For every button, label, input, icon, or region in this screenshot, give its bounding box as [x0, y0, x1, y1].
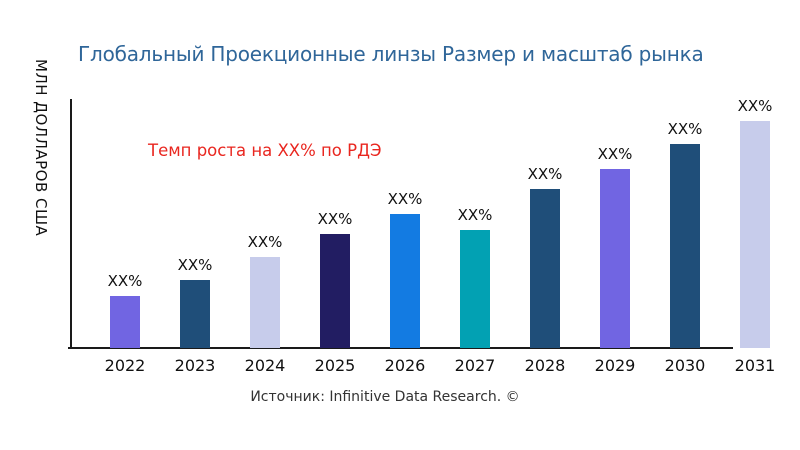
- x-tick-label-2024: 2024: [244, 356, 286, 375]
- x-tick-label-2022: 2022: [104, 356, 146, 375]
- bar-2025: [320, 234, 350, 348]
- x-tick-label-2031: 2031: [734, 356, 776, 375]
- bar-2027: [460, 230, 490, 348]
- x-tick-label-2026: 2026: [384, 356, 426, 375]
- bar-2028: [530, 189, 560, 348]
- bar-value-label-2025: XX%: [317, 210, 353, 228]
- bar-2031: [740, 121, 770, 348]
- bar-value-label-2030: XX%: [667, 120, 703, 138]
- bar-2023: [180, 280, 210, 348]
- bar-value-label-2022: XX%: [107, 272, 143, 290]
- bar-2022: [110, 296, 140, 348]
- x-tick-label-2027: 2027: [454, 356, 496, 375]
- bar-2030: [670, 144, 700, 348]
- bar-value-label-2031: XX%: [737, 97, 773, 115]
- x-tick-label-2029: 2029: [594, 356, 636, 375]
- x-tick-label-2028: 2028: [524, 356, 566, 375]
- growth-rate-annotation: Темп роста на XX% по РДЭ: [148, 141, 382, 160]
- x-tick-label-2030: 2030: [664, 356, 706, 375]
- x-axis-line: [68, 347, 733, 349]
- bar-value-label-2029: XX%: [597, 145, 633, 163]
- bar-2029: [600, 169, 630, 348]
- bar-value-label-2026: XX%: [387, 190, 423, 208]
- bar-2024: [250, 257, 280, 348]
- x-tick-label-2025: 2025: [314, 356, 356, 375]
- x-tick-label-2023: 2023: [174, 356, 216, 375]
- bar-value-label-2024: XX%: [247, 233, 283, 251]
- bar-value-label-2027: XX%: [457, 206, 493, 224]
- source-note: Источник: Infinitive Data Research. ©: [250, 389, 520, 405]
- bar-2026: [390, 214, 420, 348]
- chart-title: Глобальный Проекционные линзы Размер и м…: [78, 42, 704, 66]
- bar-value-label-2028: XX%: [527, 165, 563, 183]
- bar-value-label-2023: XX%: [177, 256, 213, 274]
- y-axis-line: [70, 99, 72, 349]
- y-axis-title: МЛН ДОЛЛАРОВ США: [32, 59, 50, 237]
